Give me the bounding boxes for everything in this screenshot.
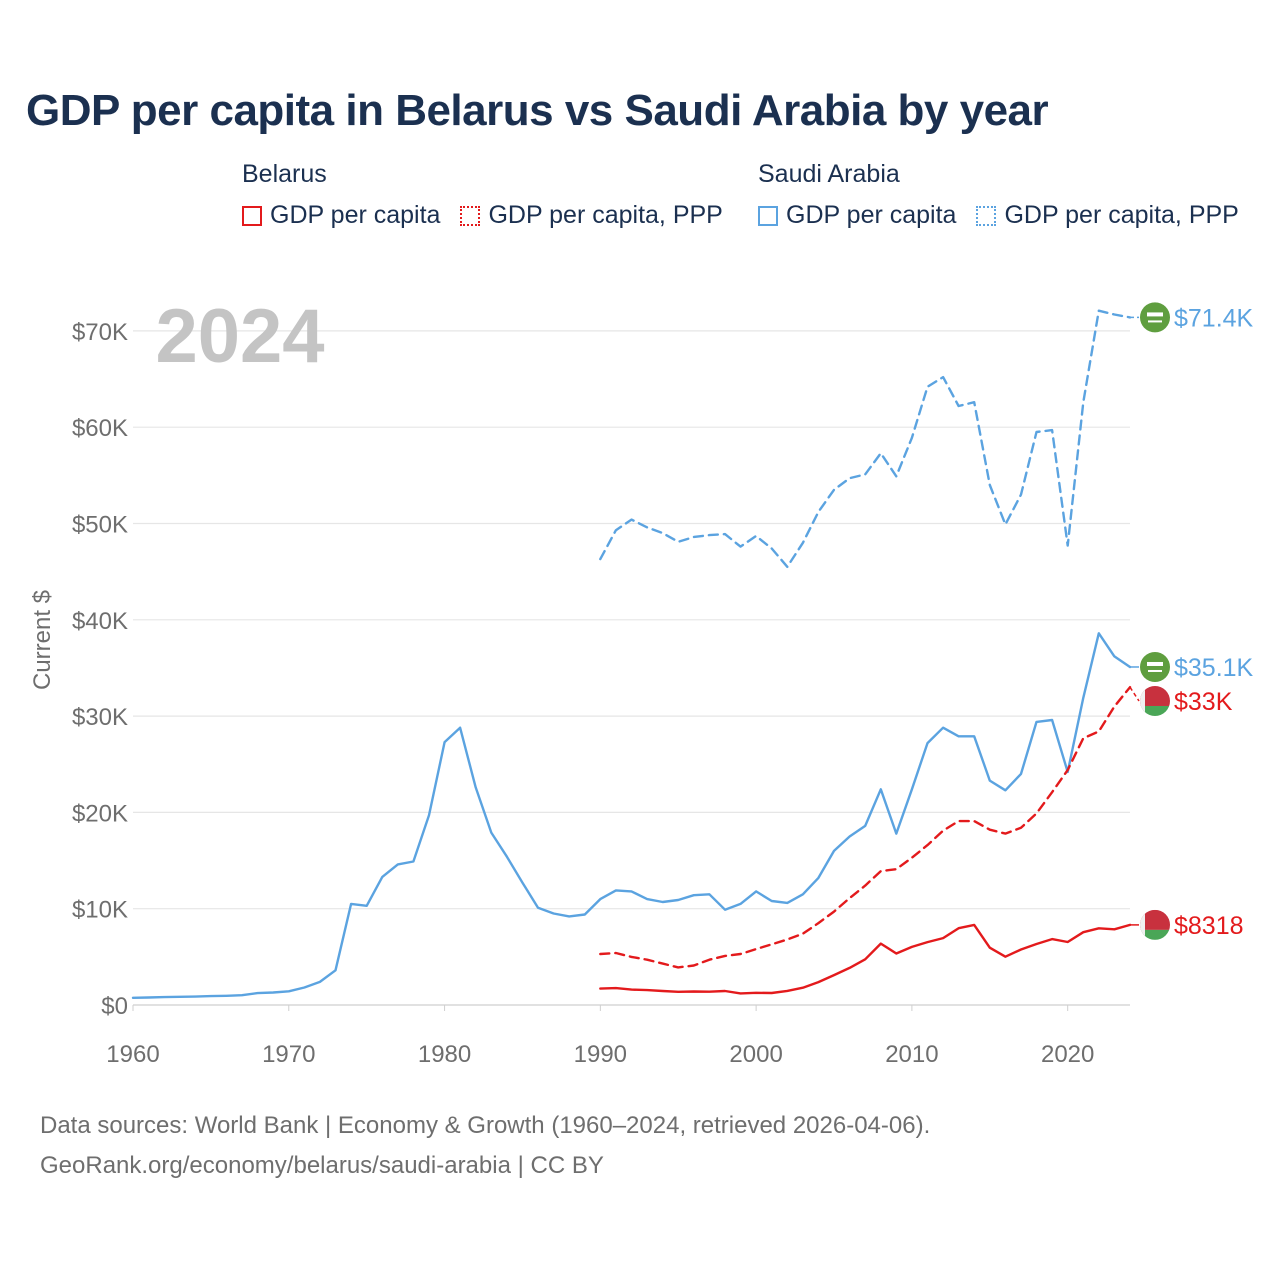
y-tick-label: $0 <box>101 993 128 1020</box>
legend-label: GDP per capita <box>270 201 441 229</box>
chart-title: GDP per capita in Belarus vs Saudi Arabi… <box>26 86 1049 135</box>
y-tick-label: $70K <box>72 319 128 346</box>
y-tick-label: $20K <box>72 800 128 827</box>
legend-label: GDP per capita, PPP <box>1004 201 1239 229</box>
y-tick-label: $50K <box>72 512 128 539</box>
legend-group-belarus: Belarus GDP per capita GDP per capita, P… <box>242 160 723 230</box>
x-tick-label: 2010 <box>885 1041 938 1068</box>
series-line-belarus-gdp-per-capita-ppp[interactable] <box>599 686 1132 969</box>
saudi-arabia-flag-icon <box>1140 302 1170 333</box>
legend-item-belarus-gdp-ppp[interactable]: GDP per capita, PPP <box>460 201 723 230</box>
y-tick-label: $60K <box>72 415 128 442</box>
end-value-label: $35.1K <box>1174 654 1254 682</box>
x-tick-label: 2000 <box>729 1041 782 1068</box>
legend-swatch-solid <box>758 205 778 226</box>
belarus-flag-icon <box>1140 685 1170 716</box>
x-tick-label: 1990 <box>574 1041 627 1068</box>
legend-swatch-solid <box>242 205 262 226</box>
legend-group-saudi-arabia: Saudi Arabia GDP per capita GDP per capi… <box>758 160 1239 230</box>
end-labels: $71.4K $35.1K $33K $8318 <box>1129 302 1254 940</box>
legend-item-saudi-gdp-ppp[interactable]: GDP per capita, PPP <box>976 201 1239 230</box>
legend-item-saudi-gdp[interactable]: GDP per capita <box>758 201 956 230</box>
source-line-2[interactable]: GeoRank.org/economy/belarus/saudi-arabia… <box>40 1152 604 1179</box>
legend-swatch-dotted <box>976 205 997 226</box>
x-tick-label: 1970 <box>262 1041 315 1068</box>
x-tick-label: 1960 <box>106 1041 159 1068</box>
series-line-saudi-arabia-gdp-per-capita[interactable] <box>131 632 1132 999</box>
end-connector <box>1129 686 1140 702</box>
series-line-belarus-gdp-per-capita[interactable] <box>599 923 1132 995</box>
x-tick-label: 2020 <box>1041 1041 1094 1068</box>
legend-item-belarus-gdp[interactable]: GDP per capita <box>242 201 440 230</box>
y-axis-title: Current $ <box>29 590 56 690</box>
legend-country-belarus: Belarus <box>242 160 327 188</box>
gridlines <box>133 330 1130 1006</box>
series-lines <box>131 309 1132 999</box>
y-tick-label: $40K <box>72 608 128 635</box>
end-value-label: $8318 <box>1174 912 1244 940</box>
axis-ticks: $0 $10K $20K $30K $40K $50K $60K $70K 1960 1970 19… <box>72 319 1094 1068</box>
series-line-saudi-arabia-gdp-per-capita-ppp[interactable] <box>599 309 1132 568</box>
end-value-label: $33K <box>1174 688 1233 716</box>
legend-swatch-dotted <box>460 205 481 226</box>
y-tick-label: $10K <box>72 897 128 924</box>
year-watermark: 2024 <box>155 294 324 379</box>
y-tick-label: $30K <box>72 704 128 731</box>
saudi-arabia-flag-icon <box>1140 651 1170 682</box>
belarus-flag-icon <box>1140 909 1170 940</box>
source-note: Data sources: World Bank | Economy & Gro… <box>40 1106 930 1186</box>
legend-country-saudi-arabia: Saudi Arabia <box>758 160 900 188</box>
x-tick-label: 1980 <box>418 1041 471 1068</box>
source-line-1: Data sources: World Bank | Economy & Gro… <box>40 1112 931 1139</box>
legend-label: GDP per capita, PPP <box>488 201 723 229</box>
end-value-label: $71.4K <box>1174 304 1254 332</box>
legend-label: GDP per capita <box>786 201 957 229</box>
